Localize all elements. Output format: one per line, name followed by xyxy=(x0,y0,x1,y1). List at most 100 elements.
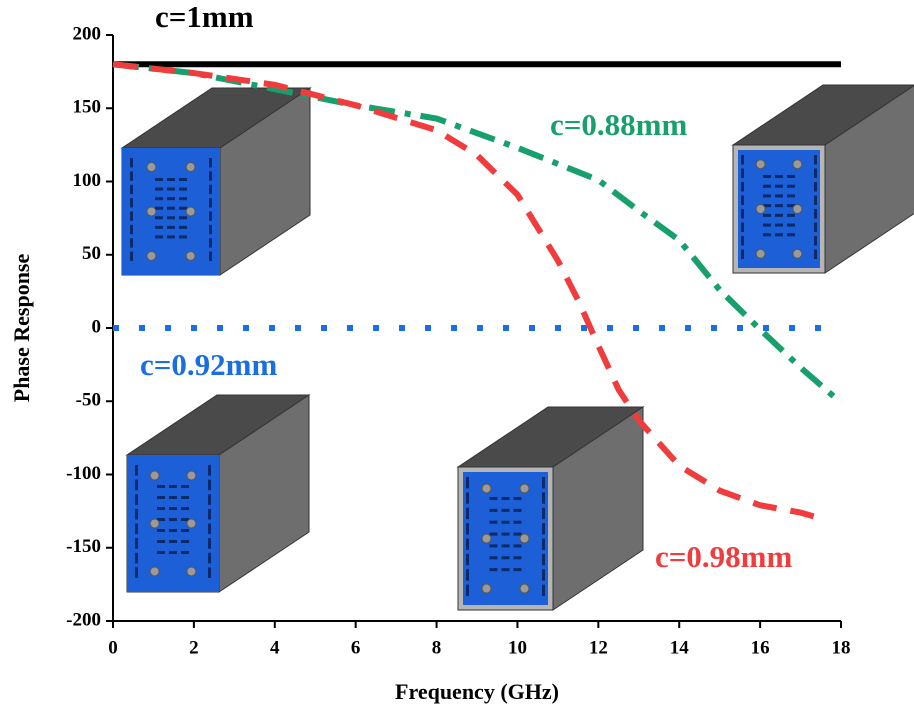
cube-panel xyxy=(463,472,548,605)
slot xyxy=(490,509,498,512)
y-tick-label: -100 xyxy=(66,463,101,484)
hole xyxy=(150,567,159,576)
series-label: c=1mm xyxy=(155,0,254,34)
x-tick-label: 4 xyxy=(270,637,280,658)
slot xyxy=(130,185,133,194)
slot xyxy=(466,569,469,580)
slot xyxy=(208,567,211,578)
hole xyxy=(482,534,491,543)
slot xyxy=(135,465,138,476)
slot xyxy=(542,554,545,565)
hole xyxy=(482,584,491,593)
slot xyxy=(490,544,498,547)
hole xyxy=(186,207,195,216)
x-tick-label: 8 xyxy=(432,637,442,658)
slot xyxy=(157,551,165,554)
slot xyxy=(179,188,187,191)
y-tick-label: 100 xyxy=(73,170,102,191)
slot xyxy=(741,169,744,179)
slot xyxy=(135,553,138,564)
hole xyxy=(793,249,802,258)
slot xyxy=(135,509,138,520)
slot xyxy=(787,175,795,178)
slot xyxy=(775,224,783,227)
slot xyxy=(775,204,783,207)
slot xyxy=(514,509,522,512)
slot xyxy=(130,212,133,221)
slot xyxy=(157,485,165,488)
slot xyxy=(130,238,133,247)
x-tick-label: 12 xyxy=(589,637,608,658)
slot xyxy=(130,198,133,207)
slot xyxy=(466,585,469,596)
slot xyxy=(157,529,165,532)
slot xyxy=(155,188,163,191)
slot xyxy=(787,233,795,236)
slot xyxy=(181,496,189,499)
slot xyxy=(466,508,469,519)
slot xyxy=(490,556,498,559)
series-label: c=0.98mm xyxy=(655,539,792,574)
x-tick-label: 10 xyxy=(508,637,527,658)
slot xyxy=(502,544,510,547)
y-tick-label: 0 xyxy=(92,316,102,337)
x-tick-label: 2 xyxy=(189,637,199,658)
slot xyxy=(155,178,163,181)
slot xyxy=(502,509,510,512)
hole xyxy=(756,249,765,258)
x-tick-label: 18 xyxy=(832,637,851,658)
slot xyxy=(814,236,817,246)
y-axis-title: Phase Response xyxy=(9,254,34,403)
slot xyxy=(787,185,795,188)
slot xyxy=(157,540,165,543)
hole xyxy=(186,163,195,172)
y-tick-label: 200 xyxy=(73,23,102,44)
slot xyxy=(179,235,187,238)
cube-illustration xyxy=(127,395,309,592)
slot xyxy=(741,182,744,192)
slot xyxy=(763,233,771,236)
slot xyxy=(814,169,817,179)
hole xyxy=(147,251,156,260)
slot xyxy=(181,507,189,510)
x-tick-label: 16 xyxy=(751,637,770,658)
slot xyxy=(208,524,211,535)
hole xyxy=(187,519,196,528)
slot xyxy=(208,509,211,520)
slot xyxy=(135,494,138,505)
hole xyxy=(793,160,802,169)
slot xyxy=(741,155,744,165)
slot xyxy=(169,540,177,543)
y-tick-label: 50 xyxy=(82,243,101,264)
slot xyxy=(179,197,187,200)
slot xyxy=(155,216,163,219)
slot xyxy=(502,556,510,559)
slot xyxy=(814,223,817,233)
slot xyxy=(167,207,175,210)
slot xyxy=(814,250,817,260)
slot xyxy=(466,477,469,488)
x-tick-label: 14 xyxy=(670,637,690,658)
hole xyxy=(147,207,156,216)
slot xyxy=(135,524,138,535)
slot xyxy=(814,182,817,192)
slot xyxy=(775,175,783,178)
slot xyxy=(209,171,212,180)
slot xyxy=(466,523,469,534)
slot xyxy=(209,238,212,247)
slot xyxy=(542,508,545,519)
slot xyxy=(763,185,771,188)
slot xyxy=(741,209,744,219)
slot xyxy=(466,492,469,503)
hole xyxy=(186,251,195,260)
cube-illustration xyxy=(122,88,310,275)
slot xyxy=(741,250,744,260)
slot xyxy=(542,523,545,534)
slot xyxy=(209,225,212,234)
slot xyxy=(502,533,510,536)
slot xyxy=(741,196,744,206)
hole xyxy=(147,163,156,172)
slot xyxy=(167,216,175,219)
slot xyxy=(135,538,138,549)
slot xyxy=(181,485,189,488)
